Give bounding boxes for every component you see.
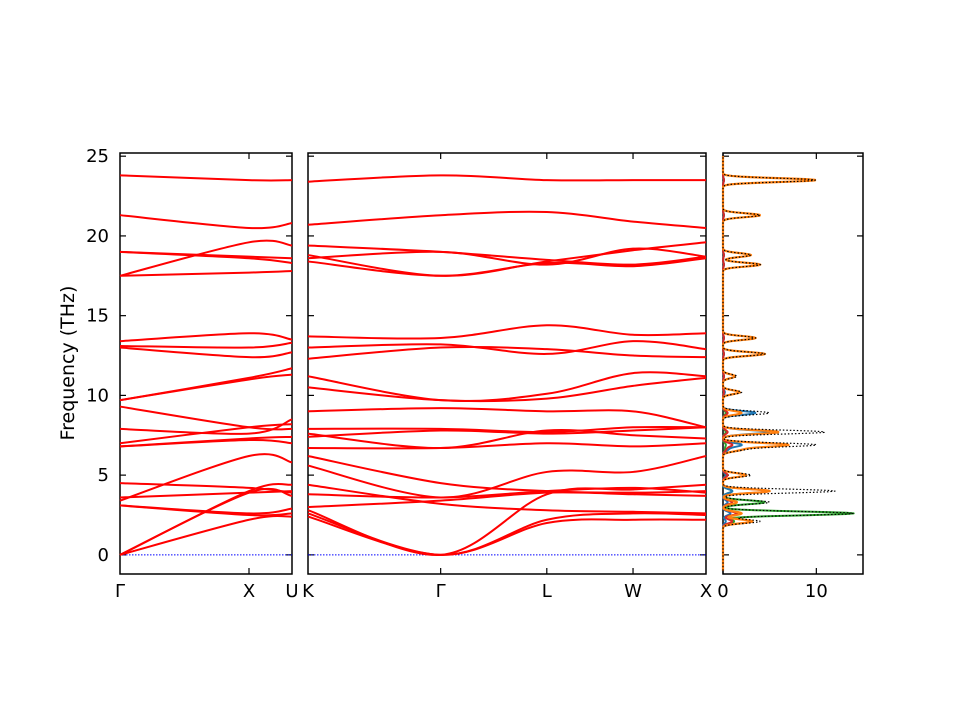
y-axis-label: Frequency (THz) bbox=[57, 286, 79, 441]
panel-0-band-22 bbox=[119, 214, 293, 230]
panel-1-band-8 bbox=[307, 442, 707, 450]
panel-1-band-16 bbox=[307, 340, 707, 355]
panel-1-band-7 bbox=[307, 455, 707, 494]
panel-0-band-11 bbox=[119, 418, 293, 435]
panel-0-band-14 bbox=[119, 367, 293, 402]
panel-0-x-tick-label-1: X bbox=[243, 581, 255, 602]
y-tick-label-4: 20 bbox=[86, 226, 109, 247]
dos-curve-total bbox=[722, 156, 855, 571]
panel-0-band-0 bbox=[119, 514, 293, 556]
panel-1-band-22 bbox=[307, 210, 707, 229]
panel-0-band-19 bbox=[119, 239, 293, 277]
panel-1-band-14 bbox=[307, 371, 707, 403]
panel-0-band-18 bbox=[119, 270, 293, 277]
panel-0-band-1 bbox=[119, 487, 293, 556]
panel-0-frame bbox=[119, 152, 293, 575]
y-tick-label-2: 10 bbox=[86, 385, 109, 406]
panel-1-band-15 bbox=[307, 345, 707, 360]
panel-1-x-tick-label-0: K bbox=[302, 581, 315, 602]
panel-1-band-4 bbox=[307, 491, 707, 509]
panel-1-band-10 bbox=[307, 426, 707, 438]
y-tick-label-0: 0 bbox=[98, 545, 109, 566]
panel-1-x-tick-label-3: W bbox=[624, 581, 642, 602]
panel-0-x-tick-label-0: Γ bbox=[115, 581, 125, 602]
y-tick-label-1: 5 bbox=[98, 465, 109, 486]
panel-0-band-17 bbox=[119, 332, 293, 343]
panel-0-band-5 bbox=[119, 453, 293, 502]
panel-1-band-23 bbox=[307, 174, 706, 183]
panel-1-x-tick-label-4: X bbox=[700, 581, 712, 602]
panel-0-band-15 bbox=[119, 346, 293, 359]
panel-0-band-2 bbox=[119, 482, 293, 556]
y-tick-label-5: 25 bbox=[86, 146, 109, 167]
panel-0-band-16 bbox=[119, 341, 293, 349]
panel-1-band-13 bbox=[307, 376, 707, 403]
panel-1-band-11 bbox=[307, 425, 707, 434]
panel-1-band-12 bbox=[307, 407, 707, 429]
panel-0-x-tick-label-2: U bbox=[285, 581, 298, 602]
dos-x-tick-label-1: 10 bbox=[805, 581, 828, 602]
y-tick-label-3: 15 bbox=[86, 306, 109, 327]
panel-0-band-12 bbox=[119, 405, 293, 431]
panel-0-band-23 bbox=[119, 174, 293, 182]
panel-1-band-20 bbox=[307, 247, 707, 266]
panel-1-band-21 bbox=[307, 244, 707, 266]
panel-0-band-7 bbox=[119, 482, 293, 494]
panel-0-band-4 bbox=[119, 504, 293, 515]
panel-1-x-tick-label-2: L bbox=[542, 581, 552, 602]
panel-0-band-21 bbox=[119, 250, 293, 265]
panel-1-frame bbox=[307, 152, 707, 575]
panel-1-band-17 bbox=[307, 324, 707, 340]
dos-x-tick-label-0: 0 bbox=[717, 581, 728, 602]
panel-1-band-6 bbox=[307, 455, 707, 499]
panel-1-x-tick-label-1: Γ bbox=[436, 581, 446, 602]
panel-0-band-9 bbox=[119, 435, 293, 448]
